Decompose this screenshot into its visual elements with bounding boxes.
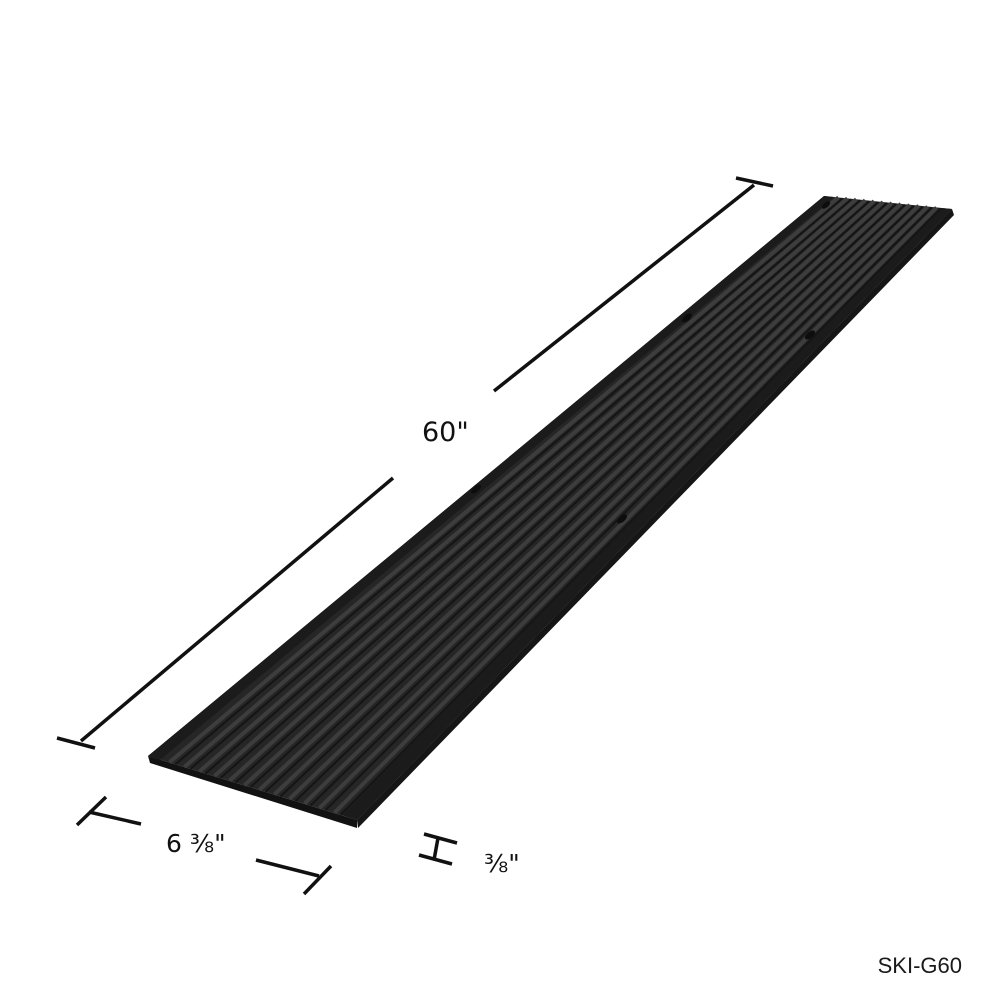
- mounting-hole: [821, 201, 831, 209]
- board-side-face: [357, 209, 954, 828]
- board-ribs: [168, 195, 942, 816]
- mounting-hole: [805, 330, 815, 340]
- height-label: ⅜": [484, 849, 520, 878]
- board-rib-groove: [249, 202, 888, 788]
- board-rib: [228, 199, 876, 783]
- mounting-hole: [617, 514, 627, 524]
- board-rib: [198, 197, 858, 773]
- board-rib: [303, 204, 921, 805]
- board-rib-groove: [324, 206, 933, 811]
- mounting-holes: [471, 201, 831, 524]
- height-dim-tick-top: [423, 832, 458, 845]
- mounting-hole: [471, 484, 481, 494]
- board-rib-groove: [339, 207, 942, 816]
- width-dim-tick-left: [75, 795, 108, 827]
- board-rib: [183, 196, 849, 769]
- length-label: 60": [422, 417, 469, 448]
- width-dimension: [75, 795, 333, 896]
- board-right-lip: [342, 208, 952, 820]
- height-dim-connector: [432, 837, 440, 861]
- height-dimension: [418, 832, 458, 866]
- board-rib-groove: [174, 197, 844, 766]
- length-dim-tick-top: [735, 176, 774, 188]
- board-rib-groove: [264, 203, 897, 793]
- mounting-hole: [682, 313, 692, 323]
- width-dim-line-left: [88, 810, 142, 826]
- board-rib: [318, 205, 930, 810]
- width-dim-line-right: [255, 858, 320, 878]
- width-label: 6 ⅜": [166, 829, 226, 858]
- board-front-face: [148, 756, 357, 828]
- board-rib-groove: [294, 205, 915, 802]
- length-dimension: [56, 176, 774, 750]
- ski-board: [148, 195, 954, 828]
- length-dim-tick-bottom: [56, 736, 96, 750]
- board-rib-groove: [234, 201, 879, 784]
- board-rib-groove: [279, 204, 906, 798]
- board-rib-groove: [219, 200, 870, 779]
- board-rib: [213, 198, 867, 778]
- board-rib: [333, 206, 938, 815]
- board-rib: [288, 203, 912, 801]
- board-rib-groove: [309, 205, 924, 807]
- length-dim-line-upper: [492, 183, 756, 393]
- model-number: SKI-G60: [877, 953, 962, 978]
- board-rib-groove: [189, 198, 853, 770]
- width-dim-tick-right: [302, 864, 333, 896]
- board-left-lip: [148, 196, 834, 760]
- board-rib-groove: [204, 199, 861, 775]
- board-rib: [243, 200, 885, 787]
- board-rib: [168, 195, 840, 764]
- board-rib: [258, 201, 894, 792]
- length-dim-line-lower: [79, 476, 395, 743]
- board-rib: [273, 202, 903, 796]
